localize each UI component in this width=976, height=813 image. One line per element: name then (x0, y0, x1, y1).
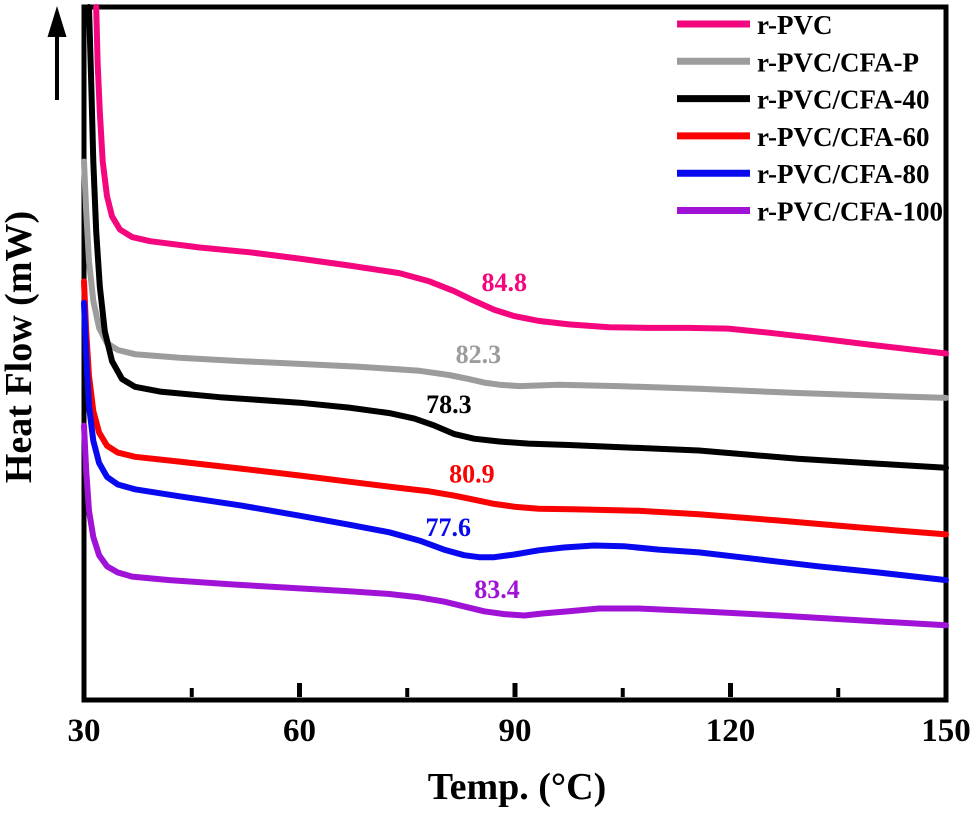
legend-label: r-PVC/CFA-40 (757, 85, 929, 115)
legend-item: r-PVC/CFA-80 (677, 159, 929, 189)
dsc-curves (81, 4, 949, 629)
tg-value-label: 78.3 (426, 390, 472, 419)
curve-r-pvc-cfa-80 (81, 299, 949, 584)
y-axis-title: Heat Flow (mW) (0, 211, 40, 483)
legend-item: r-PVC/CFA-100 (677, 197, 943, 227)
legend-label: r-PVC/CFA-100 (757, 197, 943, 227)
tg-value-label: 77.6 (425, 513, 471, 542)
legend-label: r-PVC/CFA-80 (757, 159, 929, 189)
tg-value-label: 84.8 (481, 268, 527, 297)
curve-r-pvc-cfa-100 (81, 422, 949, 629)
curve-r-pvc-cfa-p (81, 158, 949, 401)
tick-label: 120 (706, 713, 756, 749)
tg-annotations: 84.8 82.3 78.3 80.9 77.6 83.4 (425, 268, 527, 604)
legend-label: r-PVC (757, 10, 832, 40)
tick-label: 90 (499, 713, 532, 749)
tg-value-label: 80.9 (449, 459, 495, 488)
curve-r-pvc-cfa-60 (81, 278, 949, 538)
legend: r-PVC r-PVC/CFA-P r-PVC/CFA-40 r-PVC/CFA-60… (677, 10, 943, 227)
curve-r-pvc (93, 4, 949, 357)
tg-value-label: 82.3 (456, 340, 502, 369)
tick-label: 60 (283, 713, 316, 749)
x-axis-tick-labels: 30 60 90 120 150 (68, 713, 971, 749)
x-axis-title: Temp. (°C) (428, 766, 606, 808)
legend-label: r-PVC/CFA-P (757, 47, 919, 77)
legend-item: r-PVC/CFA-60 (677, 122, 929, 152)
legend-item: r-PVC/CFA-40 (677, 85, 929, 115)
x-axis-ticks (81, 683, 949, 697)
tick-label: 30 (68, 713, 101, 749)
curve-r-pvc-cfa-40 (86, 4, 949, 471)
legend-item: r-PVC (677, 10, 832, 40)
legend-label: r-PVC/CFA-60 (757, 122, 929, 152)
exo-up-arrow-icon (47, 6, 67, 100)
tg-value-label: 83.4 (474, 575, 520, 604)
tick-label: 150 (921, 713, 971, 749)
legend-item: r-PVC/CFA-P (677, 47, 919, 77)
